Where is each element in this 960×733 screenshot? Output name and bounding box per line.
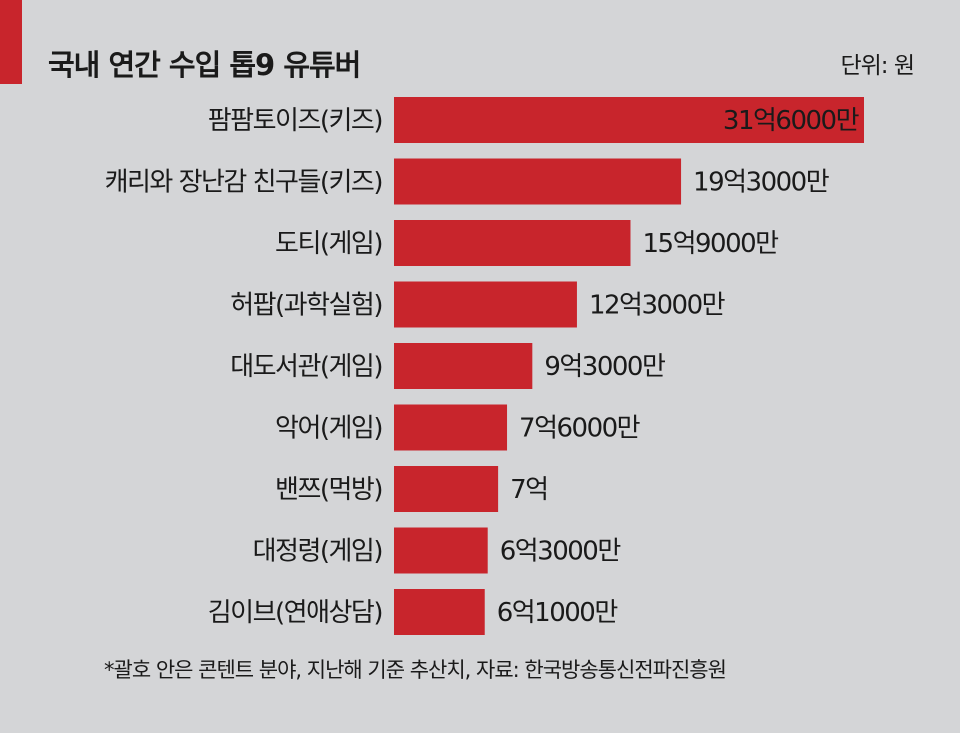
- category-label-5: 대도서관(게임): [230, 352, 382, 382]
- value-label-7: 7억: [510, 475, 547, 505]
- category-label-1: 팜팜토이즈(키즈): [208, 106, 382, 136]
- bar-5: [394, 343, 533, 389]
- category-label-9: 김이브(연애상담): [208, 598, 382, 628]
- bar-4: [394, 281, 577, 328]
- category-label-8: 대정령(게임): [253, 537, 382, 567]
- value-label-2: 19억3000만: [693, 168, 829, 198]
- bar-1: [394, 97, 864, 143]
- value-label-8: 6억3000만: [500, 537, 621, 567]
- value-label-5: 9억3000만: [544, 352, 665, 382]
- footnote: *괄호 안은 콘텐트 분야, 지난해 기준 추산치, 자료: 한국방송통신전파진…: [104, 658, 727, 682]
- category-label-3: 도티(게임): [275, 229, 382, 259]
- bar-8: [394, 527, 488, 574]
- value-label-4: 12억3000만: [589, 291, 725, 321]
- bar-2: [394, 158, 682, 205]
- bar-9: [394, 589, 485, 635]
- unit-label: 단위: 원: [840, 53, 915, 79]
- bar-3: [394, 220, 631, 266]
- category-label-4: 허팝(과학실험): [230, 291, 382, 321]
- bar-6: [394, 404, 508, 451]
- value-label-3: 15억9000만: [642, 229, 778, 259]
- chart-title: 국내 연간 수입 톱9 유튜버: [48, 48, 361, 82]
- value-label-1: 31억6000만: [723, 106, 859, 136]
- category-label-2: 캐리와 장난감 친구들(키즈): [105, 168, 382, 198]
- bar-7: [394, 466, 499, 512]
- accent-bar: [0, 0, 22, 84]
- value-label-6: 7억6000만: [519, 414, 640, 444]
- category-label-6: 악어(게임): [275, 414, 382, 444]
- value-label-9: 6억1000만: [497, 598, 618, 628]
- category-label-7: 밴쯔(먹방): [275, 475, 382, 505]
